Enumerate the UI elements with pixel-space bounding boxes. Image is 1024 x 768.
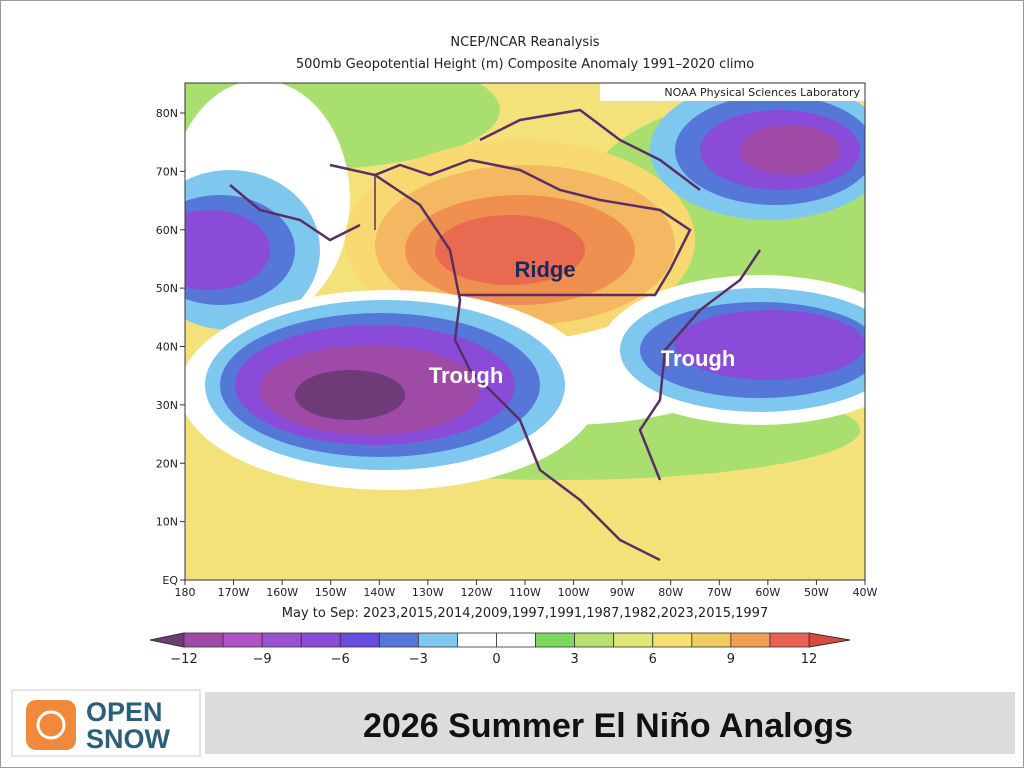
- lon-label: 90W: [610, 586, 635, 599]
- lat-label: 60N: [156, 224, 178, 237]
- lon-label: 100W: [558, 586, 590, 599]
- lon-label: 130W: [412, 586, 444, 599]
- lon-label: 60W: [755, 586, 780, 599]
- lon-label: 180: [175, 586, 196, 599]
- logo-icon: [26, 700, 76, 750]
- colorbar-label: 12: [801, 652, 818, 667]
- colorbar-cell: [652, 632, 693, 648]
- colorbar-label: −6: [331, 652, 350, 667]
- lon-label: 40W: [853, 586, 878, 599]
- colorbar-label: −3: [409, 652, 428, 667]
- colorbar-cell: [613, 632, 654, 648]
- colorbar-cell: [261, 632, 302, 648]
- colorbar-label: 0: [492, 652, 500, 667]
- lat-label: 10N: [156, 516, 178, 529]
- lon-label: 160W: [266, 586, 298, 599]
- lat-label: 50N: [156, 282, 178, 295]
- colorbar-cell: [691, 632, 732, 648]
- colorbar-cell: [417, 632, 458, 648]
- lat-label: 40N: [156, 341, 178, 354]
- colorbar-cell: [339, 632, 380, 648]
- lat-label: EQ: [162, 574, 178, 587]
- map-title: NCEP/NCAR Reanalysis: [450, 35, 599, 50]
- colorbar-label: 6: [649, 652, 657, 667]
- colorbar-label: −12: [170, 652, 197, 667]
- colorbar-cell: [222, 632, 263, 648]
- lon-label: 140W: [363, 586, 395, 599]
- logo-text: OPEN: [86, 697, 163, 727]
- colorbar: −12 −9 −6 −3 0 3 6 9 12: [149, 632, 851, 667]
- lon-label: 50W: [804, 586, 829, 599]
- colorbar-cell: [300, 632, 341, 648]
- trough-label: Trough: [661, 346, 736, 371]
- ridge-label: Ridge: [514, 257, 575, 282]
- credit: NOAA Physical Sciences Laboratory: [664, 86, 860, 99]
- colorbar-cell: [769, 632, 810, 648]
- colorbar-cell: [496, 632, 536, 648]
- lat-label: 70N: [156, 165, 178, 178]
- colorbar-label: −9: [253, 652, 272, 667]
- lon-label: 150W: [315, 586, 347, 599]
- footer-bar: [205, 692, 1015, 754]
- lon-label: 110W: [509, 586, 541, 599]
- lat-label: 20N: [156, 457, 178, 470]
- colorbar-label: 3: [570, 652, 578, 667]
- colorbar-cell: [183, 632, 224, 648]
- lon-label: 80W: [658, 586, 683, 599]
- footer-title: 2026 Summer El Niño Analogs: [363, 707, 853, 745]
- caption: May to Sep: 2023,2015,2014,2009,1997,199…: [282, 606, 768, 621]
- colorbar-cell: [457, 632, 497, 648]
- colorbar-cell: [378, 632, 419, 648]
- colorbar-label: 9: [727, 652, 735, 667]
- colorbar-cell: [535, 632, 576, 648]
- lon-label: 70W: [707, 586, 732, 599]
- anomaly-field: [185, 83, 865, 580]
- logo-mark: [36, 710, 66, 740]
- lat-label: 30N: [156, 399, 178, 412]
- trough-label: Trough: [429, 363, 504, 388]
- lon-label: 120W: [460, 586, 492, 599]
- colorbar-cell: [730, 632, 771, 648]
- map-subtitle: 500mb Geopotential Height (m) Composite …: [296, 57, 754, 72]
- lat-label: 80N: [156, 107, 178, 120]
- lon-label: 170W: [218, 586, 250, 599]
- colorbar-cell: [574, 632, 615, 648]
- logo-text: SNOW: [86, 724, 171, 754]
